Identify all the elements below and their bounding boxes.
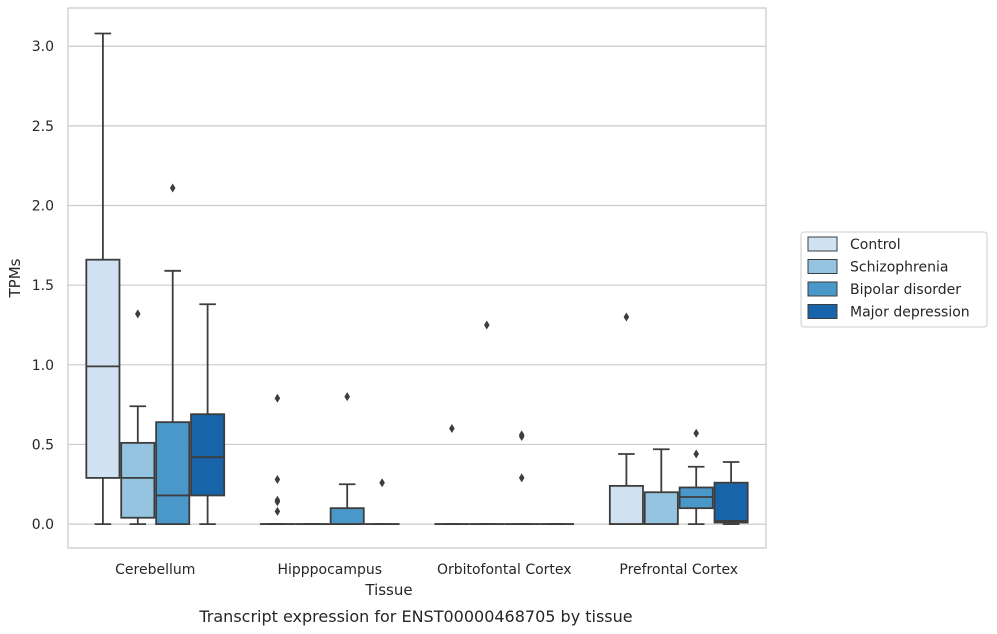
box-group bbox=[434, 320, 575, 526]
box-group bbox=[608, 312, 749, 526]
box-groups bbox=[85, 32, 749, 526]
legend-swatch bbox=[807, 259, 838, 274]
y-tick-label: 0.5 bbox=[32, 437, 54, 453]
box bbox=[85, 258, 121, 479]
box-group bbox=[259, 392, 400, 526]
legend-label: Control bbox=[850, 237, 901, 253]
y-tick-label: 2.5 bbox=[32, 119, 54, 135]
box bbox=[120, 441, 156, 519]
y-tick-label: 3.0 bbox=[32, 39, 54, 55]
outlier-point bbox=[135, 309, 141, 319]
y-tick-label: 1.0 bbox=[32, 358, 54, 374]
legend-label: Schizophrenia bbox=[850, 260, 948, 276]
outlier-point bbox=[518, 473, 525, 483]
y-tick-label: 1.5 bbox=[32, 278, 54, 294]
legend-swatch bbox=[807, 304, 838, 319]
legend-label: Bipolar disorder bbox=[850, 282, 961, 298]
chart-caption: Transcript expression for ENST0000046870… bbox=[198, 607, 632, 626]
x-tick-label: Orbitofontal Cortex bbox=[437, 562, 572, 578]
legend: Control Schizophrenia Bipolar disorder Majo… bbox=[800, 231, 988, 328]
outlier-point bbox=[449, 424, 455, 434]
x-axis-title: Tissue bbox=[364, 581, 412, 599]
box bbox=[190, 413, 226, 497]
box bbox=[155, 421, 191, 526]
y-tick-label: 2.0 bbox=[32, 199, 54, 215]
box-group bbox=[85, 32, 226, 526]
outlier-point bbox=[693, 449, 699, 459]
y-tick-label: 0.0 bbox=[32, 517, 54, 533]
outlier-point bbox=[344, 392, 350, 402]
outlier-point bbox=[274, 393, 281, 403]
outlier-point bbox=[379, 478, 385, 488]
box bbox=[329, 507, 365, 526]
x-tick-label: Prefrontal Cortex bbox=[619, 562, 738, 578]
x-tick-label: Cerebellum bbox=[115, 562, 195, 578]
y-tick-labels: 0.0 0.5 1.0 1.5 2.0 2.5 3.0 bbox=[32, 39, 54, 533]
outlier-point bbox=[484, 320, 490, 330]
legend-label: Major depression bbox=[850, 305, 970, 321]
box bbox=[713, 481, 749, 524]
legend-swatch bbox=[807, 236, 838, 252]
outlier-point bbox=[169, 183, 176, 193]
outlier-point bbox=[693, 428, 699, 438]
outlier-point bbox=[274, 475, 281, 485]
box bbox=[643, 491, 679, 526]
x-tick-labels: Cerebellum Hipppocampus Orbitofontal Corte… bbox=[115, 562, 738, 578]
outlier-point bbox=[518, 430, 525, 440]
y-axis-title: TPMs bbox=[6, 258, 24, 298]
box bbox=[608, 484, 644, 526]
outlier-point bbox=[274, 506, 281, 516]
outlier-point bbox=[274, 495, 281, 505]
x-tick-label: Hipppocampus bbox=[277, 562, 382, 578]
legend-frame bbox=[800, 231, 988, 328]
outlier-point bbox=[623, 312, 630, 322]
legend-swatch bbox=[807, 281, 838, 297]
